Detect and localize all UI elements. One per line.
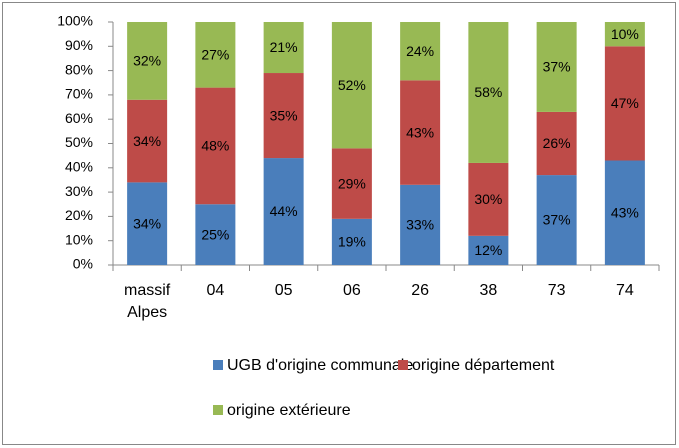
bar-segment xyxy=(468,162,509,236)
data-label: 12% xyxy=(474,242,502,258)
x-tick-label: 73 xyxy=(547,282,566,299)
y-tick-label: 60% xyxy=(65,110,93,126)
data-label: 37% xyxy=(543,59,571,75)
bar-segment xyxy=(331,22,372,149)
bar-segment xyxy=(604,46,645,161)
data-label: 47% xyxy=(611,95,639,111)
bar-segment xyxy=(263,158,304,265)
legend-label: origine extérieure xyxy=(227,402,351,419)
x-tick-label: 05 xyxy=(274,282,293,299)
legend-swatch xyxy=(398,360,408,370)
bar-segment xyxy=(263,22,304,74)
y-tick-label: 40% xyxy=(65,159,93,175)
data-label: 19% xyxy=(338,234,366,250)
data-label: 37% xyxy=(543,212,571,228)
bar-segment xyxy=(263,73,304,159)
x-tick-label: 26 xyxy=(411,282,430,299)
data-label: 44% xyxy=(270,203,298,219)
bar-segment xyxy=(468,22,509,163)
bar-segment xyxy=(331,218,372,265)
bar-segment xyxy=(400,80,441,185)
data-label: 32% xyxy=(133,53,161,69)
data-label: 10% xyxy=(611,26,639,42)
y-tick-label: 100% xyxy=(57,13,93,29)
data-label: 48% xyxy=(201,138,229,154)
y-tick-label: 30% xyxy=(65,183,93,199)
data-label: 27% xyxy=(201,47,229,63)
y-tick-label: 50% xyxy=(65,134,93,150)
bar-segment xyxy=(127,182,168,265)
bar-segment xyxy=(400,184,441,265)
bar-segment xyxy=(195,22,236,88)
x-tick-label: 38 xyxy=(479,282,498,299)
legend-label: origine département xyxy=(412,357,555,374)
data-label: 34% xyxy=(133,215,161,231)
data-label: 24% xyxy=(406,43,434,59)
y-tick-label: 80% xyxy=(65,61,93,77)
x-tick-label: 74 xyxy=(615,282,634,299)
data-label: 43% xyxy=(611,204,639,220)
bar-segment xyxy=(127,22,168,100)
bar-segment xyxy=(400,22,441,81)
bar-segment xyxy=(331,148,372,219)
bar-segment xyxy=(195,87,236,205)
data-label: 25% xyxy=(201,226,229,242)
data-label: 43% xyxy=(406,124,434,140)
bar-segment xyxy=(536,111,577,176)
data-label: 21% xyxy=(270,39,298,55)
bar-segment xyxy=(536,175,577,265)
data-label: 26% xyxy=(543,135,571,151)
bar-segment xyxy=(127,99,168,183)
bar-segment xyxy=(536,22,577,112)
data-label: 30% xyxy=(474,191,502,207)
bar-segment xyxy=(604,22,645,47)
legend-label: UGB d'origine communale xyxy=(227,357,413,374)
x-tick-label: massif Alpes xyxy=(124,282,171,321)
bar-segment xyxy=(604,160,645,265)
legend-swatch xyxy=(213,405,223,415)
data-label: 33% xyxy=(406,217,434,233)
legend-swatch xyxy=(213,360,223,370)
data-label: 52% xyxy=(338,77,366,93)
y-tick-label: 10% xyxy=(65,231,93,247)
y-tick-label: 20% xyxy=(65,207,93,223)
data-label: 58% xyxy=(474,84,502,100)
data-label: 29% xyxy=(338,175,366,191)
data-label: 35% xyxy=(270,107,298,123)
y-tick-label: 90% xyxy=(65,37,93,53)
data-label: 34% xyxy=(133,133,161,149)
x-tick-label: 04 xyxy=(206,282,225,299)
y-tick-label: 70% xyxy=(65,86,93,102)
bar-segment xyxy=(468,235,509,265)
bar-segment xyxy=(195,204,236,265)
x-tick-label: 06 xyxy=(342,282,361,299)
y-tick-label: 0% xyxy=(73,256,93,272)
